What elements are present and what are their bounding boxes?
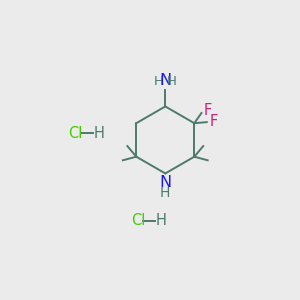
Text: N: N [159, 175, 171, 190]
Text: H: H [94, 125, 105, 140]
Text: N: N [159, 73, 171, 88]
Text: F: F [204, 103, 212, 118]
Text: H: H [167, 75, 177, 88]
Text: H: H [154, 75, 164, 88]
Text: H: H [160, 186, 170, 200]
Text: H: H [156, 213, 167, 228]
Text: Cl: Cl [68, 125, 83, 140]
Text: Cl: Cl [131, 213, 145, 228]
Text: F: F [210, 115, 218, 130]
